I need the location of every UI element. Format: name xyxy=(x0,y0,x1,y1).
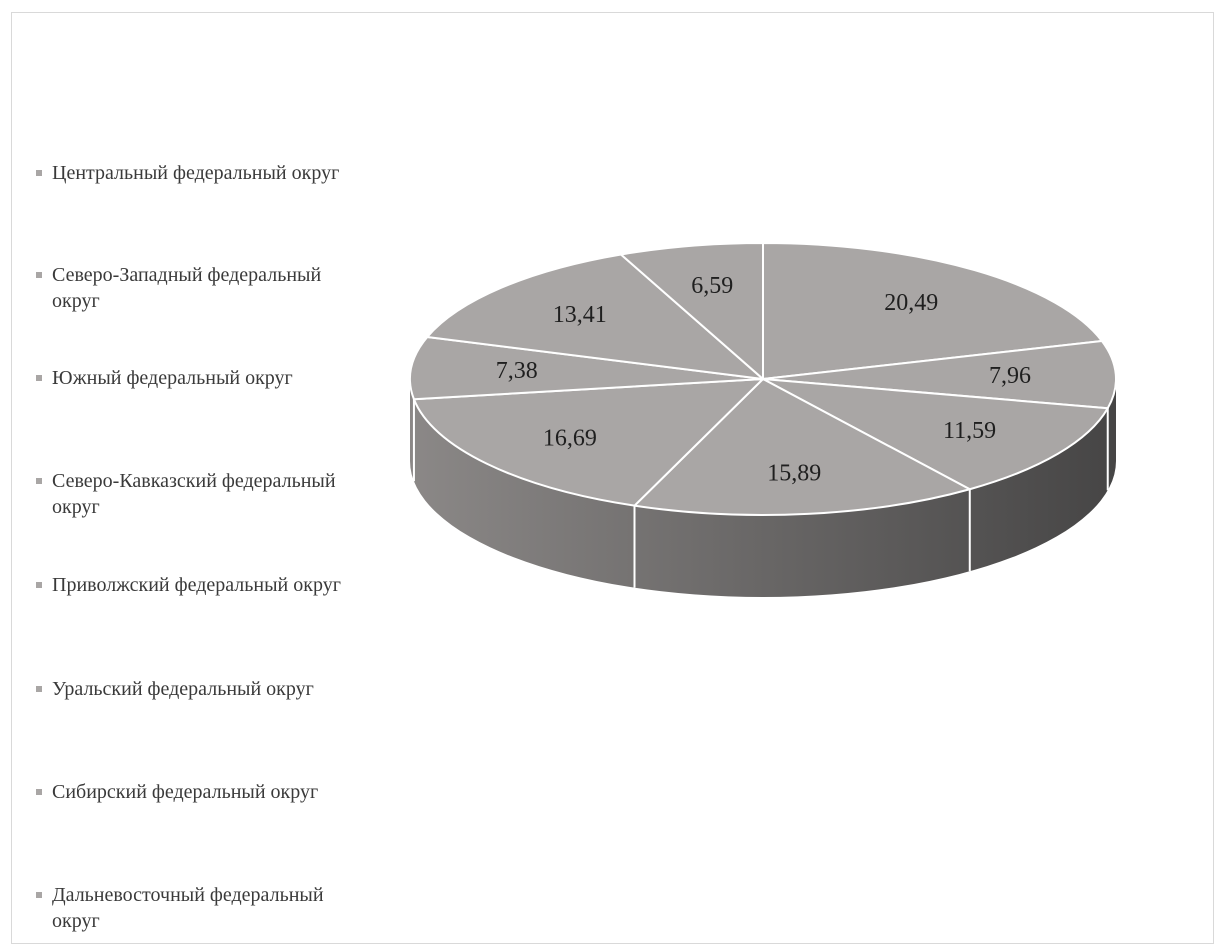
pie-side-wall xyxy=(410,379,1116,597)
legend-item-north-caucasus: Северо-Кавказский федеральный округ xyxy=(36,468,356,520)
legend-marker xyxy=(36,478,42,484)
legend-item-central: Центральный федеральный округ xyxy=(36,160,356,186)
legend-marker xyxy=(36,375,42,381)
data-label-7: 13,41 xyxy=(553,302,607,328)
pie-side-surface xyxy=(410,379,1116,597)
legend-item-far-east: Дальневосточный федеральный округ xyxy=(36,882,356,934)
legend-label: Приволжский федеральный округ xyxy=(52,574,341,596)
chart-legend: Центральный федеральный округ Северо-Зап… xyxy=(36,0,356,946)
legend-marker xyxy=(36,892,42,898)
legend-label: Южный федеральный округ xyxy=(52,367,293,389)
data-label-2: 7,96 xyxy=(989,363,1031,389)
legend-label: Северо-Кавказский федеральный округ xyxy=(52,470,336,518)
legend-item-northwest: Северо-Западный федеральный округ xyxy=(36,262,356,314)
legend-marker xyxy=(36,272,42,278)
legend-marker xyxy=(36,582,42,588)
data-label-5: 16,69 xyxy=(543,425,597,451)
legend-item-volga: Приволжский федеральный округ xyxy=(36,572,356,598)
legend-marker xyxy=(36,686,42,692)
legend-item-south: Южный федеральный округ xyxy=(36,365,356,391)
pie-slice-3 xyxy=(762,378,1109,491)
legend-marker xyxy=(36,789,42,795)
legend-label: Дальневосточный федеральный округ xyxy=(52,884,324,932)
pie-data-labels: 20,49 7,96 11,59 15,89 16,69 7,38 13,41 6,59 xyxy=(496,273,1031,487)
data-label-4: 15,89 xyxy=(767,460,821,486)
pie-slice-7 xyxy=(426,253,764,380)
data-label-3: 11,59 xyxy=(943,418,996,444)
legend-item-ural: Уральский федеральный округ xyxy=(36,676,356,702)
data-label-1: 20,49 xyxy=(884,290,938,316)
legend-label: Уральский федеральный округ xyxy=(52,678,314,700)
pie-slice-5 xyxy=(412,378,764,507)
pie-slice-1 xyxy=(762,242,1103,380)
pie-slice-2 xyxy=(762,339,1117,410)
data-label-6: 7,38 xyxy=(496,358,538,384)
legend-label: Северо-Западный федеральный округ xyxy=(52,264,322,312)
legend-label: Сибирский федеральный округ xyxy=(52,781,319,803)
pie-slice-6 xyxy=(409,335,764,401)
legend-item-siberia: Сибирский федеральный округ xyxy=(36,779,356,805)
legend-marker xyxy=(36,170,42,176)
legend-label: Центральный федеральный округ xyxy=(52,162,340,184)
pie-slice-8 xyxy=(619,242,764,380)
pie-top-face xyxy=(409,242,1117,516)
data-label-8: 6,59 xyxy=(691,273,733,299)
pie-slice-4 xyxy=(633,378,971,516)
